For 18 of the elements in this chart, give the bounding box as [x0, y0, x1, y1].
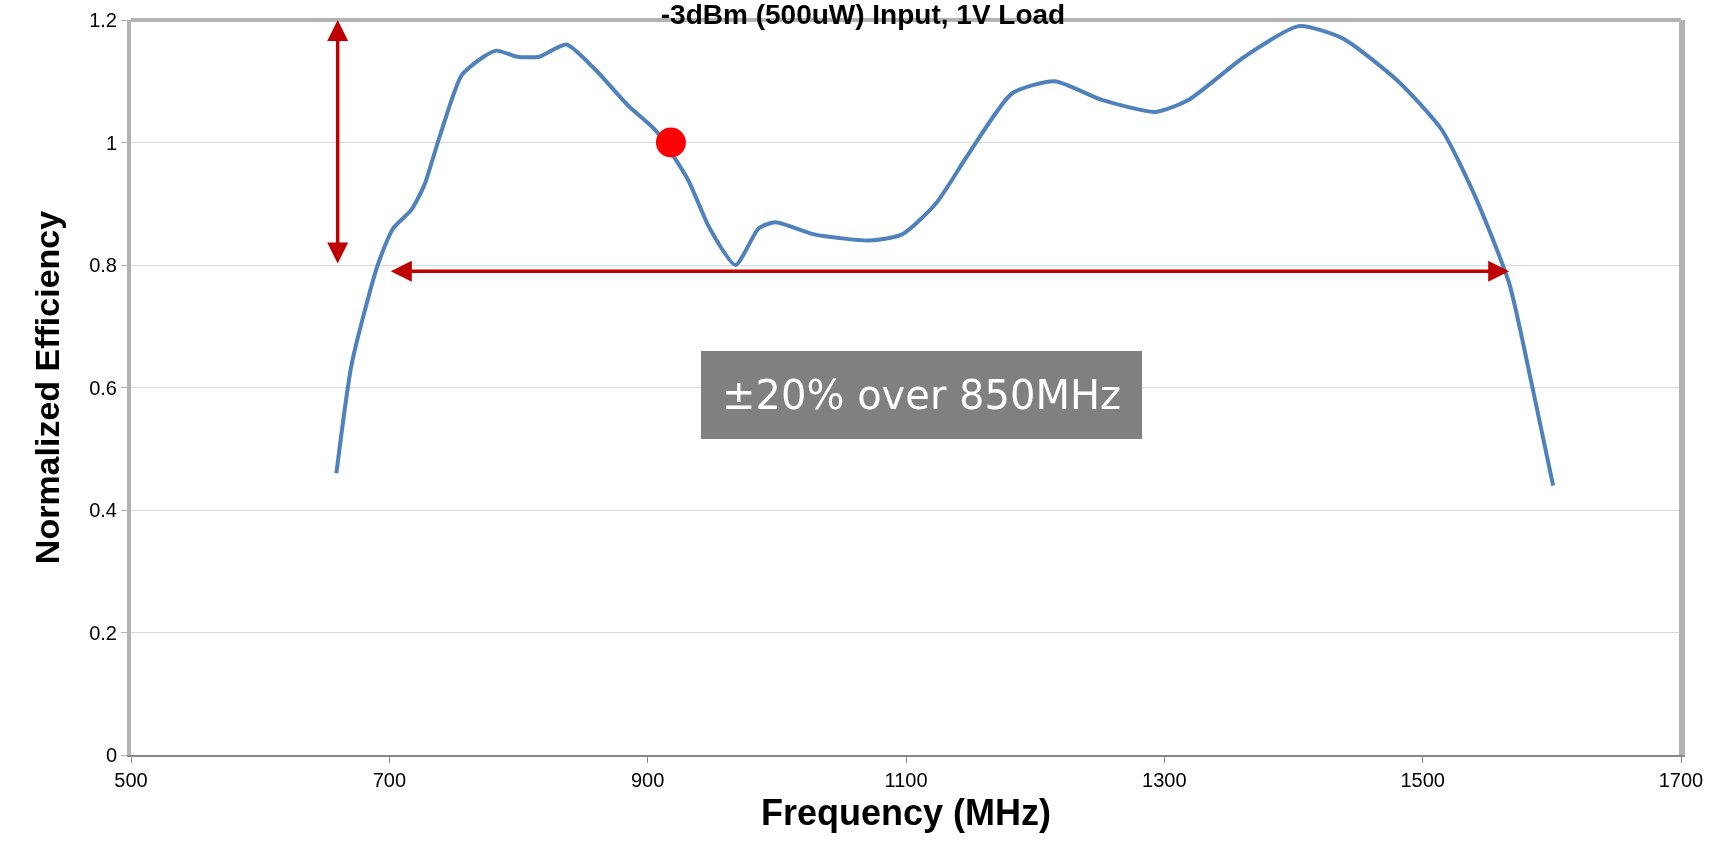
annotation: ±20% over 850MHz [722, 372, 1121, 418]
y-tick-label: 0.2 [89, 621, 117, 644]
y-tick-label: 0 [105, 744, 117, 766]
x-tick-label: 1500 [1400, 769, 1445, 791]
y-tick-label: 0.4 [89, 499, 117, 521]
y-tick-label: 0.6 [89, 376, 117, 399]
x-axis-title: Frequency (MHz) [760, 792, 1052, 834]
x-tick-label: 700 [372, 769, 407, 791]
x-tick-label: 1100 [884, 769, 928, 791]
chart-title: -3dBm (500uW) Input, 1V Load [660, 0, 1066, 30]
x-tick-label: 500 [114, 769, 148, 791]
x-tick-label: 1700 [1658, 769, 1704, 791]
x-tick-label: 1300 [1142, 769, 1187, 791]
y-tick-label: 0.8 [89, 254, 117, 276]
y-tick-label: 1.2 [89, 9, 117, 31]
y-axis-title: Normalized Efficiency [28, 210, 67, 565]
y-tick-label: 1 [105, 131, 117, 154]
x-tick-label: 900 [630, 769, 665, 791]
